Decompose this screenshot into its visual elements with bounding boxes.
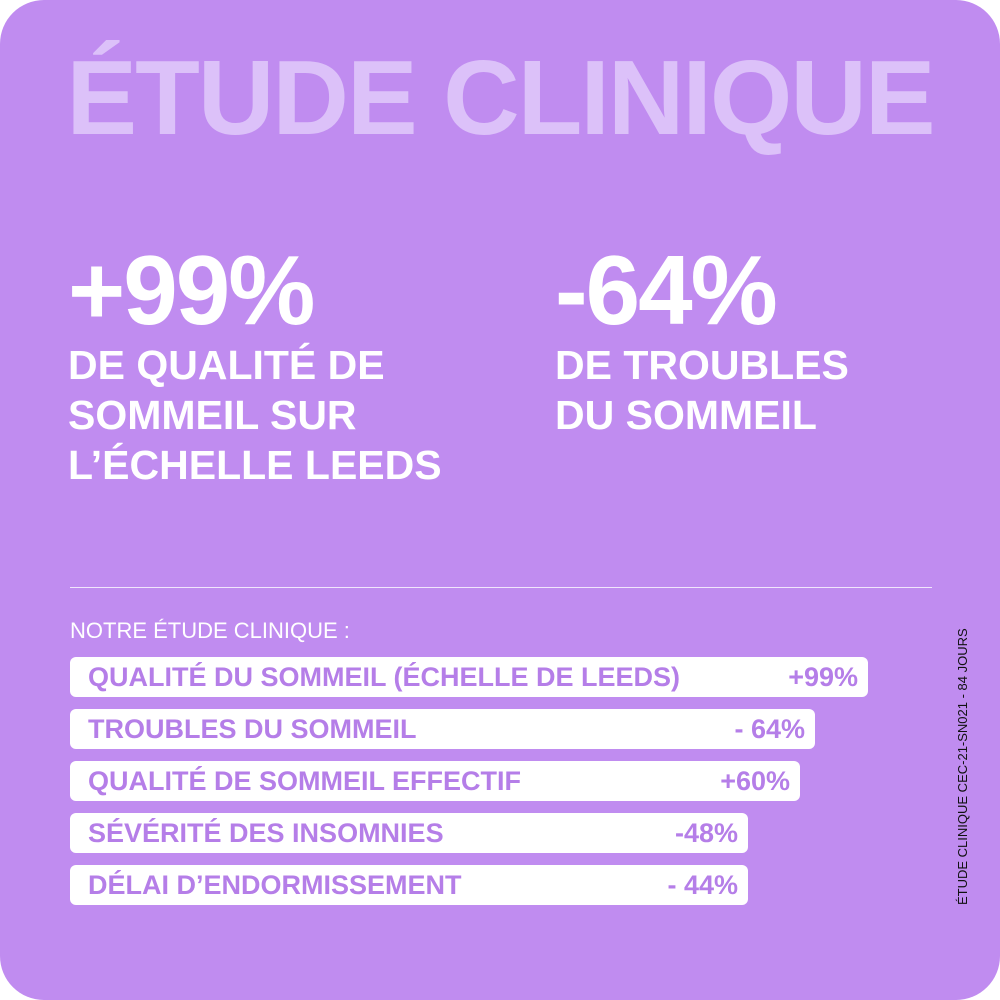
- row-value: +60%: [720, 766, 790, 796]
- study-row: QUALITÉ DU SOMMEIL (ÉCHELLE DE LEEDS) +99…: [70, 657, 868, 697]
- study-heading: NOTRE ÉTUDE CLINIQUE :: [70, 618, 350, 643]
- stat-label-line: L’ÉCHELLE LEEDS: [68, 442, 442, 488]
- study-row: QUALITÉ DE SOMMEIL EFFECTIF +60%: [70, 761, 800, 801]
- study-row: TROUBLES DU SOMMEIL - 64%: [70, 709, 815, 749]
- stat-label-line: DE TROUBLES: [555, 342, 849, 388]
- study-row: DÉLAI D’ENDORMISSEMENT - 44%: [70, 865, 748, 905]
- row-label: TROUBLES DU SOMMEIL: [88, 714, 417, 744]
- row-value: - 44%: [667, 870, 738, 900]
- stat-value: -64%: [555, 235, 778, 345]
- row-label: QUALITÉ DU SOMMEIL (ÉCHELLE DE LEEDS): [88, 662, 681, 692]
- stat-label-line: DU SOMMEIL: [555, 392, 817, 438]
- stat: -64% DE TROUBLES DU SOMMEIL: [555, 240, 849, 440]
- row-label: QUALITÉ DE SOMMEIL EFFECTIF: [88, 766, 522, 796]
- study-row: SÉVÉRITÉ DES INSOMNIES -48%: [70, 813, 748, 853]
- row-value: +99%: [788, 662, 858, 692]
- stat-label-line: DE QUALITÉ DE: [68, 342, 385, 388]
- row-label: SÉVÉRITÉ DES INSOMNIES: [88, 818, 444, 848]
- stat-value: +99%: [68, 235, 315, 345]
- side-note: ÉTUDE CLINIQUE CEC-21-SN021 - 84 JOURS: [955, 628, 970, 905]
- stat-label-line: SOMMEIL SUR: [68, 392, 357, 438]
- stat: +99% DE QUALITÉ DE SOMMEIL SUR L’ÉCHELLE LE…: [68, 240, 442, 490]
- row-value: -48%: [674, 818, 738, 848]
- row-value: - 64%: [734, 714, 805, 744]
- divider: [70, 587, 932, 588]
- row-label: DÉLAI D’ENDORMISSEMENT: [88, 870, 462, 900]
- title: ÉTUDE CLINIQUE: [66, 39, 935, 157]
